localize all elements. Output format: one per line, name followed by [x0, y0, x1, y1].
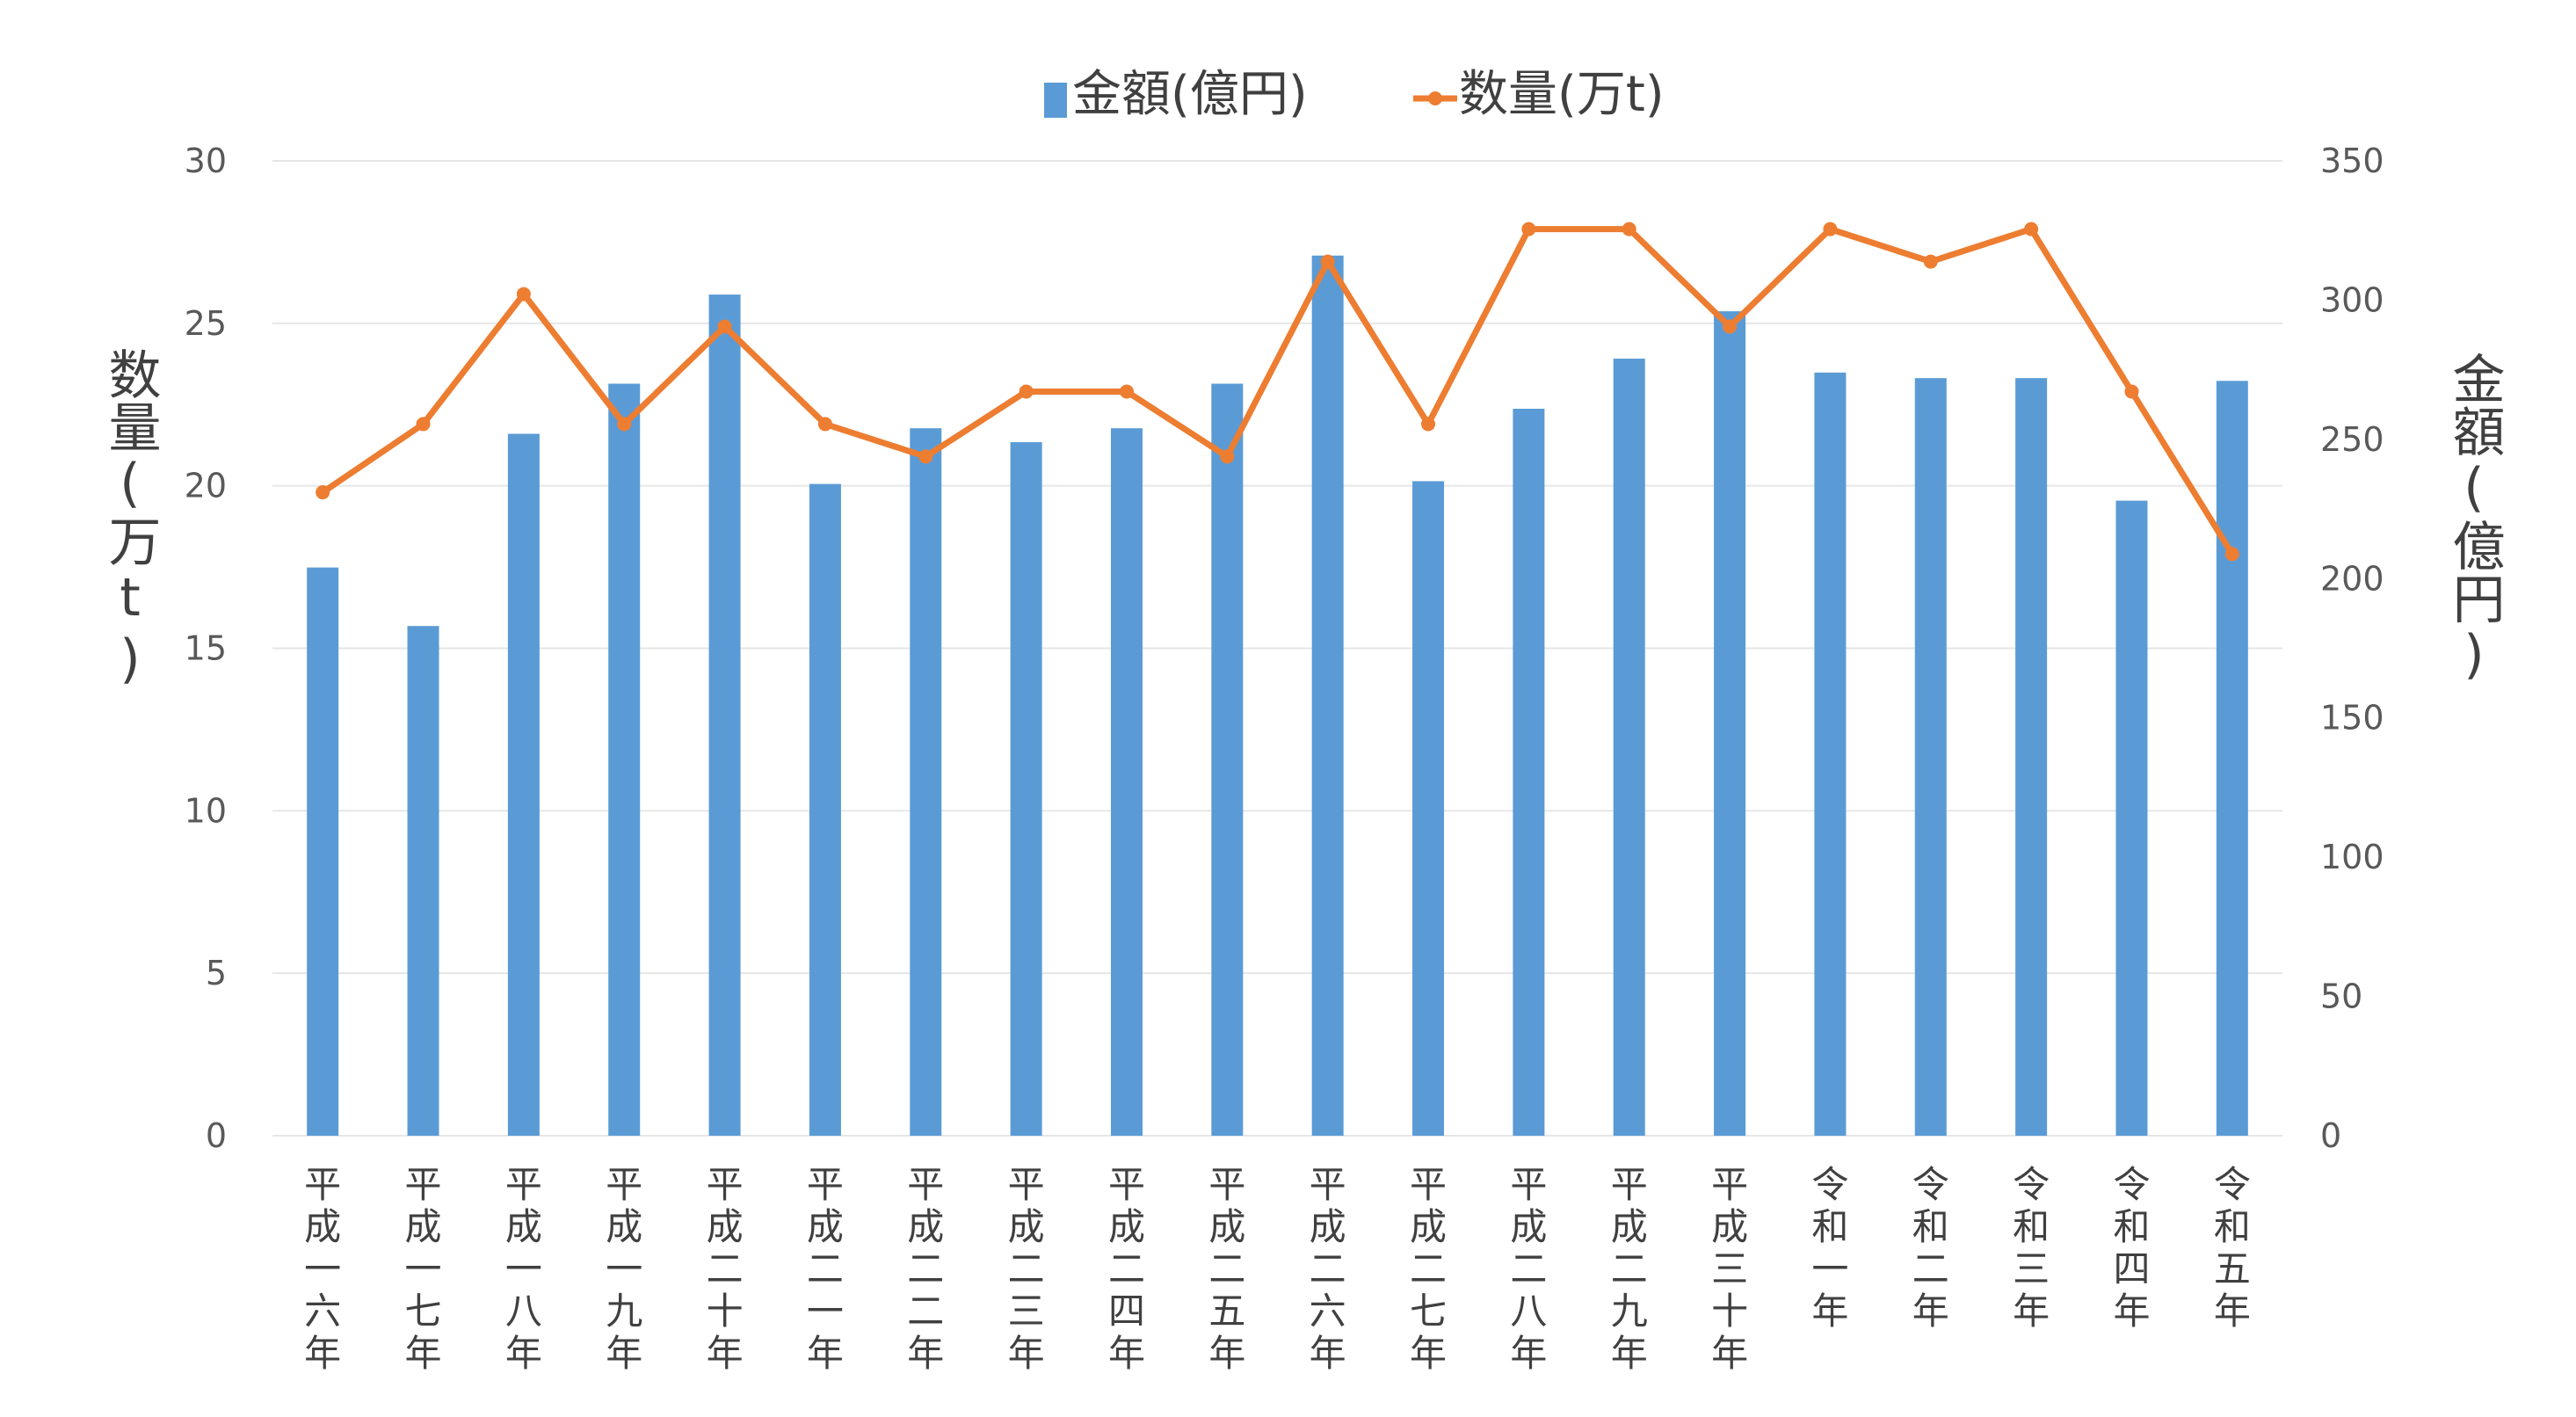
right-tick-label: 50	[2320, 977, 2362, 1016]
category-label: 平成二三年	[1008, 1163, 1045, 1375]
left-tick-label: 0	[206, 1116, 227, 1155]
left-axis-title: 数量(万t)	[99, 347, 161, 690]
category-label: 令和四年	[2113, 1163, 2150, 1333]
left-axis-ticks: 0 5 10 15 20 25 30	[185, 142, 227, 1155]
right-axis-ticks: 0 50 100 150 200 250 300 350	[2320, 142, 2384, 1155]
left-tick-label: 25	[185, 304, 227, 343]
category-label: 平成二五年	[1208, 1163, 1245, 1375]
category-label: 平成二七年	[1410, 1163, 1447, 1375]
line-point	[1019, 384, 1034, 399]
left-tick-label: 5	[206, 954, 227, 992]
line-point	[918, 449, 933, 464]
bar	[1914, 378, 1947, 1136]
category-label: 平成三十年	[1711, 1163, 1748, 1375]
category-label: 平成一六年	[304, 1163, 341, 1375]
line-point	[516, 287, 531, 302]
right-tick-label: 100	[2320, 838, 2384, 876]
left-tick-label: 30	[185, 142, 227, 180]
line-series	[316, 222, 2239, 562]
bar	[1110, 428, 1143, 1136]
legend-bar-label: 金額(億円)	[1072, 66, 1308, 123]
bar	[1513, 409, 1545, 1136]
bar	[608, 383, 641, 1136]
right-tick-label: 350	[2320, 142, 2384, 180]
bar	[1714, 311, 1746, 1136]
bar	[307, 567, 339, 1136]
left-tick-label: 15	[185, 629, 227, 668]
category-label: 令和二年	[1912, 1163, 1949, 1333]
category-label: 平成二四年	[1108, 1163, 1145, 1375]
gridlines	[272, 160, 2282, 1137]
legend: 金額(億円) 数量(万t)	[1044, 66, 1665, 123]
bar	[910, 428, 942, 1136]
bar	[2216, 381, 2248, 1136]
category-label: 平成二六年	[1310, 1163, 1346, 1375]
bar-series	[307, 255, 2248, 1137]
bar	[2115, 500, 2148, 1136]
right-tick-label: 150	[2320, 699, 2384, 738]
line-point	[1320, 254, 1335, 269]
line-point	[316, 485, 330, 500]
series-line	[321, 226, 2235, 556]
bar	[2015, 378, 2048, 1136]
right-tick-label: 250	[2320, 420, 2384, 459]
line-point	[617, 417, 632, 432]
line-point	[2124, 384, 2139, 399]
left-tick-label: 10	[185, 791, 227, 830]
bar	[708, 294, 741, 1136]
category-label: 令和一年	[1811, 1163, 1848, 1333]
bar	[1010, 442, 1042, 1136]
bar	[1814, 372, 1847, 1137]
category-labels: 平成一六年 平成一七年 平成一八年 平成一九年 平成二十年 平成二一年 平成二二年 平成二三年…	[304, 1163, 2251, 1375]
category-label: 平成一七年	[405, 1163, 442, 1375]
right-axis-title: 金額(億円)	[2443, 352, 2505, 686]
line-point	[1119, 384, 1134, 399]
bar	[407, 626, 439, 1136]
line-point	[416, 417, 431, 432]
category-label: 令和五年	[2214, 1163, 2251, 1333]
category-label: 平成二一年	[807, 1163, 844, 1375]
category-label: 令和三年	[2013, 1163, 2050, 1333]
line-point	[717, 319, 732, 334]
left-tick-label: 20	[185, 467, 227, 505]
line-point	[1622, 222, 1636, 236]
line-point	[1723, 319, 1738, 334]
legend-bar-swatch	[1044, 83, 1067, 118]
line-point	[1823, 222, 1838, 236]
right-tick-label: 200	[2320, 559, 2384, 598]
legend-line-label: 数量(万t)	[1459, 66, 1665, 123]
legend-line-marker	[1428, 91, 1442, 105]
category-label: 平成二九年	[1611, 1163, 1648, 1375]
category-label: 平成二十年	[707, 1163, 744, 1375]
bar	[1412, 481, 1445, 1136]
right-tick-label: 0	[2320, 1116, 2341, 1155]
category-label: 平成一九年	[606, 1163, 642, 1375]
bar	[507, 433, 540, 1136]
bar	[1311, 255, 1344, 1136]
category-label: 平成一八年	[505, 1163, 542, 1375]
line-point	[2224, 547, 2239, 562]
bar	[809, 483, 841, 1136]
line-point	[1521, 222, 1536, 236]
category-label: 平成二二年	[907, 1163, 944, 1375]
bar	[1613, 358, 1645, 1136]
line-point	[1923, 254, 1938, 269]
line-point	[2024, 222, 2039, 236]
category-label: 平成二八年	[1510, 1163, 1547, 1375]
line-point	[817, 417, 832, 432]
bar	[1211, 383, 1244, 1136]
right-tick-label: 300	[2320, 280, 2384, 319]
line-point	[1220, 449, 1235, 464]
line-point	[1421, 417, 1436, 432]
